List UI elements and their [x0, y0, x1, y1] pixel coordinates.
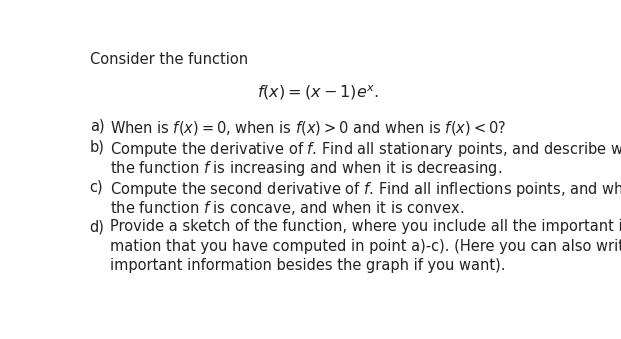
- Text: c): c): [89, 180, 103, 195]
- Text: Compute the derivative of $f$. Find all stationary points, and describe when: Compute the derivative of $f$. Find all …: [111, 140, 621, 159]
- Text: a): a): [89, 119, 104, 134]
- Text: d): d): [89, 219, 104, 235]
- Text: b): b): [89, 140, 104, 155]
- Text: Compute the second derivative of $f$. Find all inflections points, and when: Compute the second derivative of $f$. Fi…: [111, 180, 621, 199]
- Text: mation that you have computed in point a)-c). (Here you can also write the: mation that you have computed in point a…: [111, 239, 621, 254]
- Text: important information besides the graph if you want).: important information besides the graph …: [111, 258, 506, 273]
- Text: Consider the function: Consider the function: [89, 53, 248, 67]
- Text: When is $f(x) = 0$, when is $f(x) > 0$ and when is $f(x) < 0$?: When is $f(x) = 0$, when is $f(x) > 0$ a…: [111, 119, 507, 137]
- Text: the function $f$ is increasing and when it is decreasing.: the function $f$ is increasing and when …: [111, 159, 502, 178]
- Text: $f(x) = (x-1)e^x.$: $f(x) = (x-1)e^x.$: [257, 84, 379, 102]
- Text: Provide a sketch of the function, where you include all the important infor-: Provide a sketch of the function, where …: [111, 219, 621, 235]
- Text: the function $f$ is concave, and when it is convex.: the function $f$ is concave, and when it…: [111, 199, 465, 217]
